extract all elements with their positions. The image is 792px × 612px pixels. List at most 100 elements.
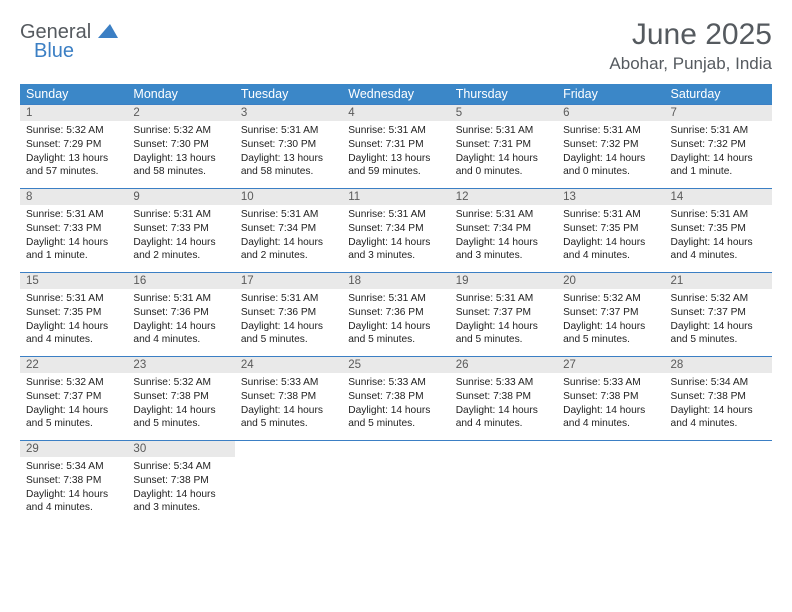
day-details: Sunrise: 5:31 AMSunset: 7:32 PMDaylight:…	[665, 121, 772, 183]
daylight: Daylight: 13 hours and 58 minutes.	[241, 152, 336, 180]
calendar-day: 25Sunrise: 5:33 AMSunset: 7:38 PMDayligh…	[342, 357, 449, 441]
daylight: Daylight: 14 hours and 2 minutes.	[241, 236, 336, 264]
logo-text-blue: Blue	[34, 41, 118, 61]
sunset: Sunset: 7:35 PM	[26, 306, 121, 320]
day-details: Sunrise: 5:31 AMSunset: 7:34 PMDaylight:…	[450, 205, 557, 267]
calendar-day: 16Sunrise: 5:31 AMSunset: 7:36 PMDayligh…	[127, 273, 234, 357]
daylight: Daylight: 14 hours and 5 minutes.	[456, 320, 551, 348]
calendar-day: 4Sunrise: 5:31 AMSunset: 7:31 PMDaylight…	[342, 105, 449, 189]
day-number: 13	[557, 189, 664, 205]
calendar-day: 20Sunrise: 5:32 AMSunset: 7:37 PMDayligh…	[557, 273, 664, 357]
day-number: 4	[342, 105, 449, 121]
daylight: Daylight: 14 hours and 5 minutes.	[241, 320, 336, 348]
calendar-day: 29Sunrise: 5:34 AMSunset: 7:38 PMDayligh…	[20, 441, 127, 525]
sunset: Sunset: 7:30 PM	[241, 138, 336, 152]
day-number: 20	[557, 273, 664, 289]
daylight: Daylight: 14 hours and 3 minutes.	[456, 236, 551, 264]
sunrise: Sunrise: 5:31 AM	[133, 292, 228, 306]
sunrise: Sunrise: 5:31 AM	[671, 124, 766, 138]
day-number: 15	[20, 273, 127, 289]
day-details: Sunrise: 5:32 AMSunset: 7:37 PMDaylight:…	[665, 289, 772, 351]
sunrise: Sunrise: 5:33 AM	[456, 376, 551, 390]
day-number: 9	[127, 189, 234, 205]
day-details: Sunrise: 5:31 AMSunset: 7:35 PMDaylight:…	[557, 205, 664, 267]
day-number: 30	[127, 441, 234, 457]
weekday-header: Sunday	[20, 84, 127, 105]
day-number: 12	[450, 189, 557, 205]
day-details: Sunrise: 5:33 AMSunset: 7:38 PMDaylight:…	[235, 373, 342, 435]
sunrise: Sunrise: 5:33 AM	[563, 376, 658, 390]
daylight: Daylight: 14 hours and 5 minutes.	[348, 404, 443, 432]
day-details: Sunrise: 5:31 AMSunset: 7:36 PMDaylight:…	[127, 289, 234, 351]
calendar-empty	[342, 441, 449, 525]
weekday-row: SundayMondayTuesdayWednesdayThursdayFrid…	[20, 84, 772, 105]
day-details: Sunrise: 5:31 AMSunset: 7:36 PMDaylight:…	[235, 289, 342, 351]
calendar-day: 1Sunrise: 5:32 AMSunset: 7:29 PMDaylight…	[20, 105, 127, 189]
calendar-week: 8Sunrise: 5:31 AMSunset: 7:33 PMDaylight…	[20, 189, 772, 273]
calendar-day: 22Sunrise: 5:32 AMSunset: 7:37 PMDayligh…	[20, 357, 127, 441]
daylight: Daylight: 14 hours and 3 minutes.	[348, 236, 443, 264]
calendar-day: 14Sunrise: 5:31 AMSunset: 7:35 PMDayligh…	[665, 189, 772, 273]
day-details: Sunrise: 5:31 AMSunset: 7:34 PMDaylight:…	[235, 205, 342, 267]
calendar-day: 27Sunrise: 5:33 AMSunset: 7:38 PMDayligh…	[557, 357, 664, 441]
daylight: Daylight: 14 hours and 1 minute.	[26, 236, 121, 264]
sunset: Sunset: 7:30 PM	[133, 138, 228, 152]
sunrise: Sunrise: 5:31 AM	[456, 208, 551, 222]
daylight: Daylight: 14 hours and 4 minutes.	[671, 404, 766, 432]
sunrise: Sunrise: 5:31 AM	[26, 208, 121, 222]
calendar-empty	[235, 441, 342, 525]
calendar-day: 8Sunrise: 5:31 AMSunset: 7:33 PMDaylight…	[20, 189, 127, 273]
day-details: Sunrise: 5:31 AMSunset: 7:30 PMDaylight:…	[235, 121, 342, 183]
sunrise: Sunrise: 5:34 AM	[26, 460, 121, 474]
day-number: 11	[342, 189, 449, 205]
sunrise: Sunrise: 5:31 AM	[348, 124, 443, 138]
calendar-day: 26Sunrise: 5:33 AMSunset: 7:38 PMDayligh…	[450, 357, 557, 441]
sunset: Sunset: 7:36 PM	[133, 306, 228, 320]
sunrise: Sunrise: 5:34 AM	[671, 376, 766, 390]
day-details: Sunrise: 5:32 AMSunset: 7:29 PMDaylight:…	[20, 121, 127, 183]
sunset: Sunset: 7:37 PM	[671, 306, 766, 320]
day-number: 10	[235, 189, 342, 205]
day-number: 14	[665, 189, 772, 205]
weekday-header: Friday	[557, 84, 664, 105]
daylight: Daylight: 13 hours and 58 minutes.	[133, 152, 228, 180]
day-details: Sunrise: 5:34 AMSunset: 7:38 PMDaylight:…	[20, 457, 127, 519]
calendar-day: 21Sunrise: 5:32 AMSunset: 7:37 PMDayligh…	[665, 273, 772, 357]
calendar-week: 15Sunrise: 5:31 AMSunset: 7:35 PMDayligh…	[20, 273, 772, 357]
weekday-header: Monday	[127, 84, 234, 105]
calendar-day: 3Sunrise: 5:31 AMSunset: 7:30 PMDaylight…	[235, 105, 342, 189]
daylight: Daylight: 13 hours and 59 minutes.	[348, 152, 443, 180]
calendar-body: 1Sunrise: 5:32 AMSunset: 7:29 PMDaylight…	[20, 105, 772, 525]
sunrise: Sunrise: 5:31 AM	[241, 124, 336, 138]
weekday-header: Tuesday	[235, 84, 342, 105]
sunrise: Sunrise: 5:33 AM	[241, 376, 336, 390]
daylight: Daylight: 14 hours and 4 minutes.	[26, 320, 121, 348]
day-number: 1	[20, 105, 127, 121]
day-number: 24	[235, 357, 342, 373]
sunset: Sunset: 7:36 PM	[241, 306, 336, 320]
sunset: Sunset: 7:38 PM	[26, 474, 121, 488]
day-details: Sunrise: 5:31 AMSunset: 7:37 PMDaylight:…	[450, 289, 557, 351]
day-details: Sunrise: 5:32 AMSunset: 7:38 PMDaylight:…	[127, 373, 234, 435]
day-details: Sunrise: 5:31 AMSunset: 7:34 PMDaylight:…	[342, 205, 449, 267]
daylight: Daylight: 14 hours and 4 minutes.	[26, 488, 121, 516]
location: Abohar, Punjab, India	[609, 54, 772, 74]
sunrise: Sunrise: 5:32 AM	[671, 292, 766, 306]
daylight: Daylight: 14 hours and 0 minutes.	[563, 152, 658, 180]
day-details: Sunrise: 5:34 AMSunset: 7:38 PMDaylight:…	[665, 373, 772, 435]
sunset: Sunset: 7:38 PM	[348, 390, 443, 404]
day-details: Sunrise: 5:32 AMSunset: 7:30 PMDaylight:…	[127, 121, 234, 183]
day-details: Sunrise: 5:33 AMSunset: 7:38 PMDaylight:…	[450, 373, 557, 435]
sunset: Sunset: 7:38 PM	[133, 474, 228, 488]
calendar-day: 28Sunrise: 5:34 AMSunset: 7:38 PMDayligh…	[665, 357, 772, 441]
day-details: Sunrise: 5:33 AMSunset: 7:38 PMDaylight:…	[342, 373, 449, 435]
calendar-empty	[450, 441, 557, 525]
calendar-empty	[665, 441, 772, 525]
daylight: Daylight: 14 hours and 5 minutes.	[671, 320, 766, 348]
calendar-day: 9Sunrise: 5:31 AMSunset: 7:33 PMDaylight…	[127, 189, 234, 273]
day-number: 25	[342, 357, 449, 373]
sunrise: Sunrise: 5:31 AM	[348, 292, 443, 306]
daylight: Daylight: 14 hours and 5 minutes.	[348, 320, 443, 348]
day-details: Sunrise: 5:31 AMSunset: 7:31 PMDaylight:…	[450, 121, 557, 183]
daylight: Daylight: 14 hours and 4 minutes.	[563, 404, 658, 432]
